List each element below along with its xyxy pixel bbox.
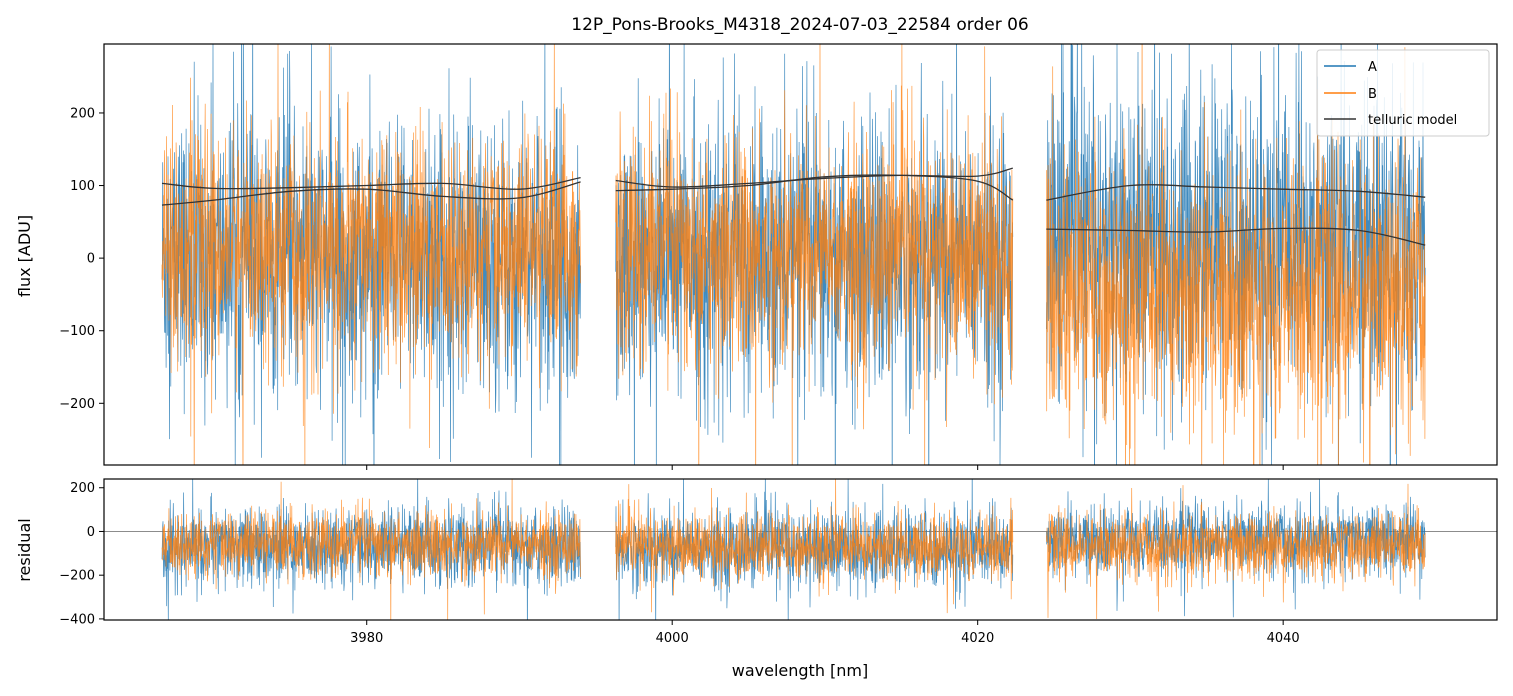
flux-data-area [161,44,1426,465]
flux-x-ticks [366,465,1284,470]
x-axis-label: wavelength [nm] [732,661,869,680]
x-tick-label: 4040 [1267,631,1300,646]
y-tick-label: −200 [59,397,95,412]
residual-y-axis: 200 0 −200 −400 [59,481,104,627]
residual-panel-frame [103,478,1498,621]
y-tick-label: 0 [87,525,95,540]
legend-box [1316,49,1490,137]
telluric-model-curve-a [161,167,1426,201]
flux-y-axis-label: flux [ADU] [15,215,34,297]
y-tick-label: −200 [59,569,95,584]
flux-panel: 200 100 0 −100 −200 flux [ADU] A B telluric … [15,43,1498,470]
y-tick-label: −100 [59,324,95,339]
y-tick-label: 0 [87,252,95,267]
telluric-model-curve-b [161,174,1426,246]
legend-entry-b: B [1368,87,1377,102]
legend-entry-a: A [1368,60,1377,75]
y-tick-label: 200 [70,106,95,121]
chart-title: 12P_Pons-Brooks_M4318_2024-07-03_22584 o… [571,15,1028,35]
series-b-residual [161,479,1426,620]
legend-entry-telluric: telluric model [1368,113,1457,128]
residual-data-area [104,479,1497,620]
y-tick-label: −400 [59,612,95,627]
flux-y-axis: 200 100 0 −100 −200 [59,106,104,412]
x-tick-label: 3980 [350,631,383,646]
series-b-flux [161,44,1426,465]
legend: A B telluric model [1316,49,1490,137]
x-tick-label: 4020 [961,631,994,646]
residual-x-axis: 3980 4000 4020 4040 [350,620,1300,646]
y-tick-label: 100 [70,179,95,194]
flux-panel-frame [103,43,1498,466]
y-tick-label: 200 [70,481,95,496]
residual-panel: 200 0 −200 −400 3980 4000 4020 4040 residual [15,478,1498,646]
x-tick-label: 4000 [656,631,689,646]
residual-y-axis-label: residual [15,518,34,581]
